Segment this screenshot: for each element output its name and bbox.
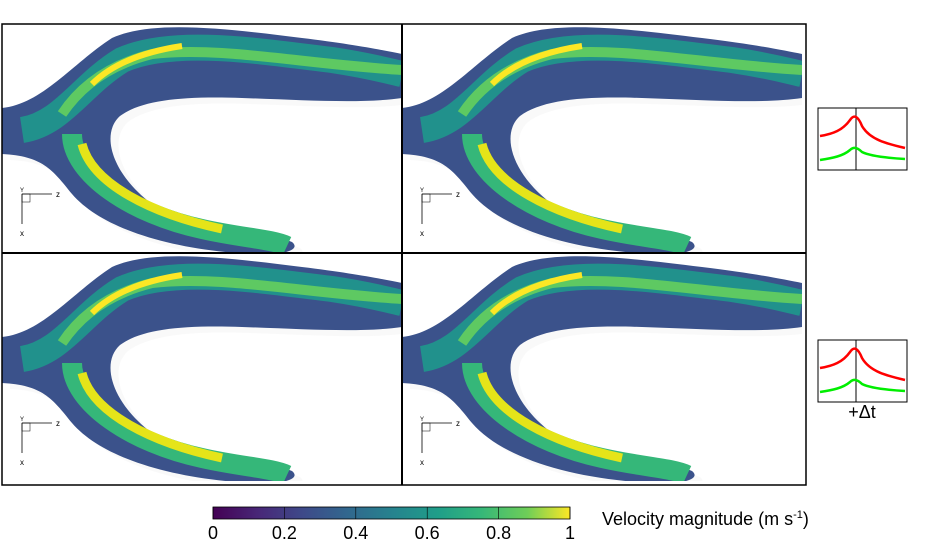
colorbar-tick-label: 0.8 <box>486 523 511 543</box>
colorbar-tick-label: 0 <box>208 523 218 543</box>
colorbar-tick-label: 1 <box>565 523 575 543</box>
label-text: Velocity magnitude (m s <box>602 509 793 529</box>
axis-label: x <box>420 458 424 467</box>
axis-box <box>421 193 431 203</box>
inset-label: +Δt <box>848 402 876 422</box>
axis-label: z <box>456 190 460 199</box>
axis-label: z <box>56 419 60 428</box>
colorbar-tick-label: 0.2 <box>272 523 297 543</box>
axis-box <box>21 422 31 432</box>
inset-plot <box>817 107 908 171</box>
label-text: ) <box>803 509 809 529</box>
colorbar-ticks: 0 0.2 0.4 0.6 0.8 1 <box>208 507 575 543</box>
axis-label: z <box>456 419 460 428</box>
axis-label: x <box>20 458 24 467</box>
colorbar <box>212 506 571 520</box>
colorbar-label: Velocity magnitude (m s-1) <box>602 509 809 529</box>
axis-label: Y <box>20 188 24 194</box>
panel-frame <box>1 23 807 486</box>
axis-label: Y <box>420 188 424 194</box>
axis-label: x <box>420 229 424 238</box>
colorbar-tick-label: 0.6 <box>415 523 440 543</box>
axis-box <box>421 422 431 432</box>
axis-label: z <box>56 190 60 199</box>
colorbar-tick-label: 0.4 <box>343 523 368 543</box>
axis-label: Y <box>20 417 24 423</box>
axis-label: x <box>20 229 24 238</box>
axis-label: Y <box>420 417 424 423</box>
label-superscript: -1 <box>793 509 803 521</box>
inset-plot <box>817 339 908 403</box>
axis-box <box>21 193 31 203</box>
